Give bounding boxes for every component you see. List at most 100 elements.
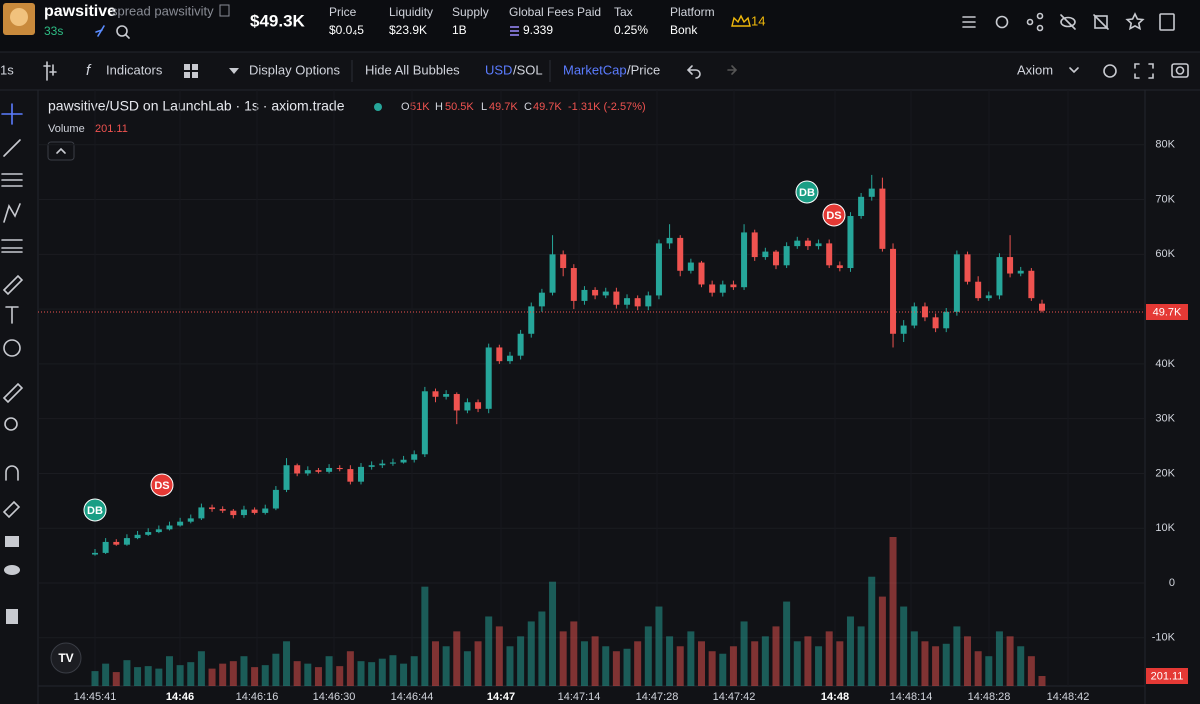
bubble[interactable] [83,498,107,522]
panel-icon[interactable] [1159,13,1175,31]
volume-tag [1146,668,1188,684]
candle-body [1039,303,1045,311]
candle-body [815,243,822,247]
text-tool[interactable] [5,306,19,324]
candle-body [443,394,450,397]
fx-icon: f [86,62,92,79]
chart-settings[interactable] [1103,64,1117,78]
collapse-button[interactable] [47,141,75,161]
volume-bar [485,616,493,686]
stat-label: Price [329,5,357,19]
block-icon[interactable] [1094,15,1108,29]
candle-type-icon[interactable] [43,61,57,81]
volume-bar [878,596,886,686]
indicators-button[interactable]: Indicators [106,62,163,77]
mode-marketcap[interactable]: MarketCap [563,62,627,77]
undo-icon[interactable] [686,65,701,79]
bubble[interactable] [822,203,846,227]
header-bar [0,0,1200,52]
candle-body [251,509,258,513]
magnet-tool[interactable] [5,465,19,481]
hide-tool[interactable] [4,565,20,575]
volume-tag-label: 201.11 [1151,670,1184,682]
line-tool[interactable] [3,139,21,157]
open-key: O [401,101,410,113]
projection-tool[interactable] [1,239,23,253]
zoom-tool[interactable] [4,417,18,431]
currency-sol[interactable]: /SOL [513,62,543,77]
search-icon[interactable] [116,25,128,37]
share-icon-node [1036,12,1044,20]
plot: -10K 0 10K 20K 30K 40K 60K 70K 80K 14:45:41 14:46 1… [38,90,1176,703]
candle-body [145,532,152,535]
bubble[interactable] [795,180,819,204]
fullscreen-icon[interactable] [1134,63,1154,79]
candle-body [666,237,673,244]
candle-body [943,311,950,329]
volume-bar [261,665,269,686]
x-tick-label: 14:47:14 [558,691,601,703]
volume-bar [325,656,333,686]
candle-body [794,240,801,247]
star-icon[interactable] [1125,12,1145,31]
lock-tool[interactable] [5,536,19,547]
display-options[interactable]: Display Options [249,62,341,77]
y-tick-label: 30K [1155,413,1175,425]
list-icon[interactable] [962,16,976,28]
share-icon[interactable] [1026,18,1034,26]
high-key: H [435,101,443,113]
volume-bar [251,667,259,686]
bubble[interactable] [150,473,174,497]
candle-body [453,394,460,411]
volume-bar [187,662,195,686]
candle-body [358,466,365,482]
volume-bar [644,626,652,686]
currency-usd[interactable]: USD [485,62,512,77]
candle-body [911,306,918,326]
volume-bar [134,667,142,686]
volume-bar [463,651,471,686]
screenshot-icon[interactable] [1171,63,1189,78]
emoji-tool[interactable] [3,339,21,357]
volume-bar [580,641,588,686]
change-value: -1.31K (-2.57%) [568,101,646,113]
copy-icon[interactable] [219,4,230,17]
volume-bar [293,661,301,686]
volume-bar [761,636,769,686]
hide-icon[interactable] [1060,16,1076,28]
candle-body [219,509,226,511]
layout-icon[interactable] [184,64,198,78]
source[interactable]: Axiom [1017,62,1053,77]
trash-tool[interactable] [6,609,18,624]
settings-icon[interactable] [995,15,1009,29]
volume-bar [421,586,429,686]
volume-bar [474,641,482,686]
crosshair-tool[interactable] [1,103,23,125]
candle-body [92,552,98,555]
candle-body [570,268,577,301]
volume-bar [155,668,163,686]
candle-body [123,538,130,545]
close-key: C [524,101,532,113]
stat-value: 9.339 [523,23,553,37]
volume-bar [921,641,929,686]
tv-logo[interactable] [50,642,82,674]
candle-body [645,295,652,307]
ruler-tool[interactable] [2,382,24,404]
hide-bubbles[interactable]: Hide All Bubbles [365,62,460,77]
volume-bar [431,641,439,686]
fib-tool[interactable] [1,173,23,187]
interval[interactable]: 1s [0,62,14,77]
web-icon[interactable] [95,25,105,37]
candle-body [762,251,769,258]
pattern-tool[interactable] [3,203,21,223]
redo-icon[interactable] [727,65,738,75]
volume-bar [123,660,131,686]
stay-drawing-tool[interactable] [2,500,21,519]
stat-value: 1B [452,23,467,37]
brush-tool[interactable] [2,274,24,296]
mode-price[interactable]: /Price [627,62,660,77]
status-dot [374,103,382,111]
volume-bar [91,671,99,686]
candle-body [858,196,865,216]
